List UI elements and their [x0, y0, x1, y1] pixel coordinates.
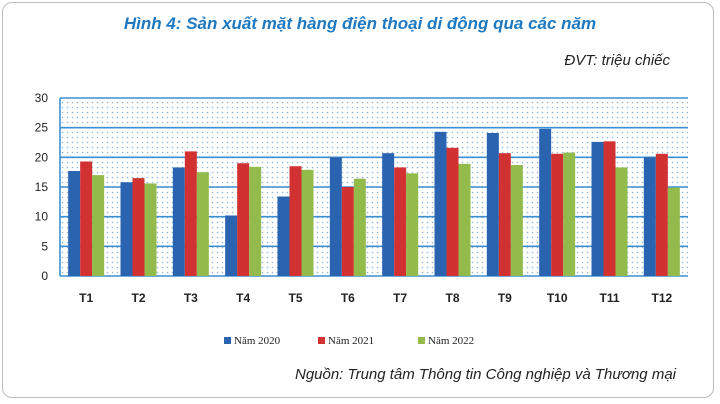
y-tick-label: 5: [41, 239, 48, 253]
bar: [120, 182, 133, 276]
bar: [225, 215, 238, 276]
bar: [643, 157, 656, 276]
bar: [237, 163, 250, 276]
chart-frame: [2, 2, 714, 398]
legend-label: Năm 2022: [428, 335, 474, 347]
bar: [591, 141, 604, 276]
y-tick-label: 25: [35, 121, 49, 135]
y-tick-label: 15: [35, 180, 49, 194]
bar: [289, 166, 302, 276]
x-tick-label: T5: [288, 291, 302, 305]
y-tick-label: 30: [35, 91, 49, 105]
bar: [277, 196, 290, 276]
bar: [80, 161, 93, 276]
x-tick-label: T6: [341, 291, 355, 305]
bar: [68, 170, 81, 276]
x-tick-label: T8: [445, 291, 459, 305]
y-tick-label: 0: [41, 269, 48, 283]
bar: [329, 157, 342, 276]
bar: [353, 178, 366, 276]
bar: [249, 166, 262, 276]
x-tick-label: T10: [547, 291, 568, 305]
x-tick-label: T12: [651, 291, 672, 305]
bar: [341, 187, 354, 276]
y-tick-label: 10: [35, 210, 49, 224]
bar: [655, 153, 668, 276]
bar: [539, 128, 552, 276]
legend-swatch: [318, 337, 325, 344]
bar: [184, 151, 197, 276]
y-tick-label: 20: [35, 150, 49, 164]
bar: [144, 183, 157, 276]
source-note: Nguồn: Trung tâm Thông tin Công nghiệp v…: [294, 366, 676, 383]
chart-title: Hình 4: Sản xuất mặt hàng điện thoại di …: [123, 14, 597, 33]
x-tick-label: T11: [599, 291, 619, 305]
bar: [551, 153, 564, 276]
x-tick-label: T4: [236, 291, 250, 305]
x-tick-label: T9: [498, 291, 512, 305]
bar: [603, 141, 616, 276]
legend-swatch: [418, 337, 425, 344]
unit-label: ĐVT: triệu chiếc: [564, 52, 670, 69]
bar: [434, 131, 447, 276]
bar: [406, 173, 419, 276]
x-tick-label: T7: [393, 291, 407, 305]
legend-swatch: [224, 337, 231, 344]
bar: [172, 167, 185, 276]
bar: [486, 133, 499, 276]
bar: [382, 153, 395, 276]
x-tick-label: T1: [79, 291, 93, 305]
legend-label: Năm 2021: [328, 335, 374, 347]
bar: [92, 175, 105, 276]
bar: [667, 187, 680, 276]
x-tick-label: T3: [184, 291, 198, 305]
bar: [132, 178, 145, 276]
bar: [498, 153, 511, 276]
bar: [615, 167, 628, 276]
bar: [510, 165, 523, 276]
bar: [458, 163, 471, 276]
bar: [563, 152, 576, 276]
legend-label: Năm 2020: [234, 335, 281, 347]
bar: [301, 169, 314, 276]
bar: [196, 172, 209, 276]
x-tick-label: T2: [131, 291, 145, 305]
bar: [394, 167, 407, 276]
bar: [446, 147, 459, 276]
